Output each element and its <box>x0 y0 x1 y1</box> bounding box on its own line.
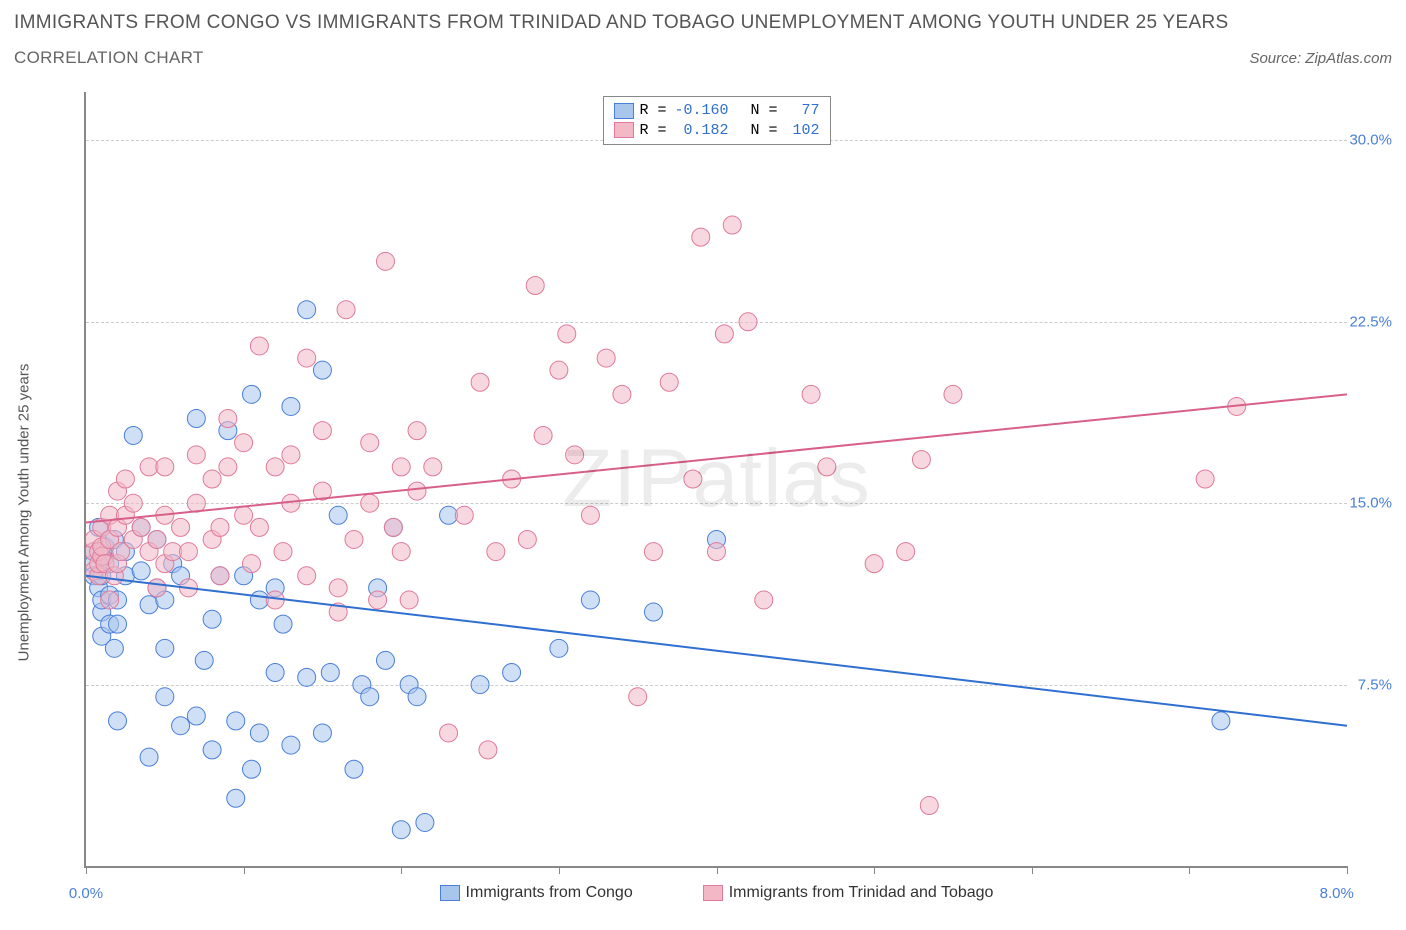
r-value-trinidad: 0.182 <box>673 121 729 141</box>
swatch-congo <box>613 103 633 119</box>
legend-item-trinidad: Immigrants from Trinidad and Tobago <box>703 884 994 902</box>
swatch-trinidad-bottom <box>703 885 723 901</box>
trend-lines-layer <box>86 92 1347 866</box>
legend-row-trinidad: R = 0.182 N = 102 <box>613 121 819 141</box>
scatter-plot: ZIPatlas R = -0.160 N = 77 R = 0.182 N =… <box>84 92 1347 868</box>
x-tick <box>1032 866 1033 874</box>
swatch-trinidad <box>613 122 633 138</box>
legend-row-congo: R = -0.160 N = 77 <box>613 101 819 121</box>
x-tick <box>717 866 718 874</box>
x-tick <box>1189 866 1190 874</box>
swatch-congo-bottom <box>440 885 460 901</box>
x-tick <box>1347 866 1348 874</box>
x-tick <box>874 866 875 874</box>
x-tick-label: 0.0% <box>69 885 103 902</box>
x-tick <box>86 866 87 874</box>
legend-item-congo: Immigrants from Congo <box>440 884 633 902</box>
correlation-legend: R = -0.160 N = 77 R = 0.182 N = 102 <box>602 96 830 145</box>
main-title: IMMIGRANTS FROM CONGO VS IMMIGRANTS FROM… <box>14 12 1392 34</box>
bottom-legend: Immigrants from Congo Immigrants from Tr… <box>86 884 1347 902</box>
x-tick-label: 8.0% <box>1320 885 1354 902</box>
x-tick <box>244 866 245 874</box>
x-tick <box>559 866 560 874</box>
source-text: Source: ZipAtlas.com <box>1249 50 1392 67</box>
y-axis-label: Unemployment Among Youth under 25 years <box>16 364 33 662</box>
n-value-congo: 77 <box>784 101 820 121</box>
subtitle: CORRELATION CHART <box>14 48 204 68</box>
x-tick <box>401 866 402 874</box>
r-value-congo: -0.160 <box>673 101 729 121</box>
n-value-trinidad: 102 <box>784 121 820 141</box>
